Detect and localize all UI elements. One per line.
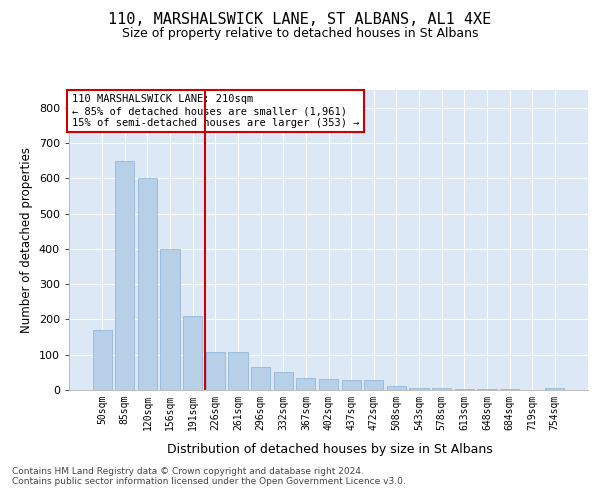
Bar <box>183 316 202 390</box>
Text: 110, MARSHALSWICK LANE, ST ALBANS, AL1 4XE: 110, MARSHALSWICK LANE, ST ALBANS, AL1 4… <box>109 12 491 28</box>
Text: 110 MARSHALSWICK LANE: 210sqm
← 85% of detached houses are smaller (1,961)
15% o: 110 MARSHALSWICK LANE: 210sqm ← 85% of d… <box>71 94 359 128</box>
Bar <box>115 160 134 390</box>
Bar <box>477 389 497 390</box>
Bar <box>364 380 383 390</box>
Bar <box>274 372 293 390</box>
Text: Size of property relative to detached houses in St Albans: Size of property relative to detached ho… <box>122 28 478 40</box>
Bar <box>341 380 361 390</box>
Text: Contains HM Land Registry data © Crown copyright and database right 2024.: Contains HM Land Registry data © Crown c… <box>12 467 364 476</box>
Bar <box>455 388 474 390</box>
Bar <box>92 330 112 390</box>
Text: Contains public sector information licensed under the Open Government Licence v3: Contains public sector information licen… <box>12 477 406 486</box>
Bar <box>160 249 180 390</box>
Bar <box>251 367 270 390</box>
Bar <box>229 352 248 390</box>
Bar <box>319 380 338 390</box>
Bar <box>387 386 406 390</box>
Bar <box>296 378 316 390</box>
Bar <box>432 388 451 390</box>
Bar <box>545 388 565 390</box>
Text: Distribution of detached houses by size in St Albans: Distribution of detached houses by size … <box>167 442 493 456</box>
Bar <box>138 178 157 390</box>
Bar <box>409 388 428 390</box>
Bar <box>206 352 225 390</box>
Y-axis label: Number of detached properties: Number of detached properties <box>20 147 33 333</box>
